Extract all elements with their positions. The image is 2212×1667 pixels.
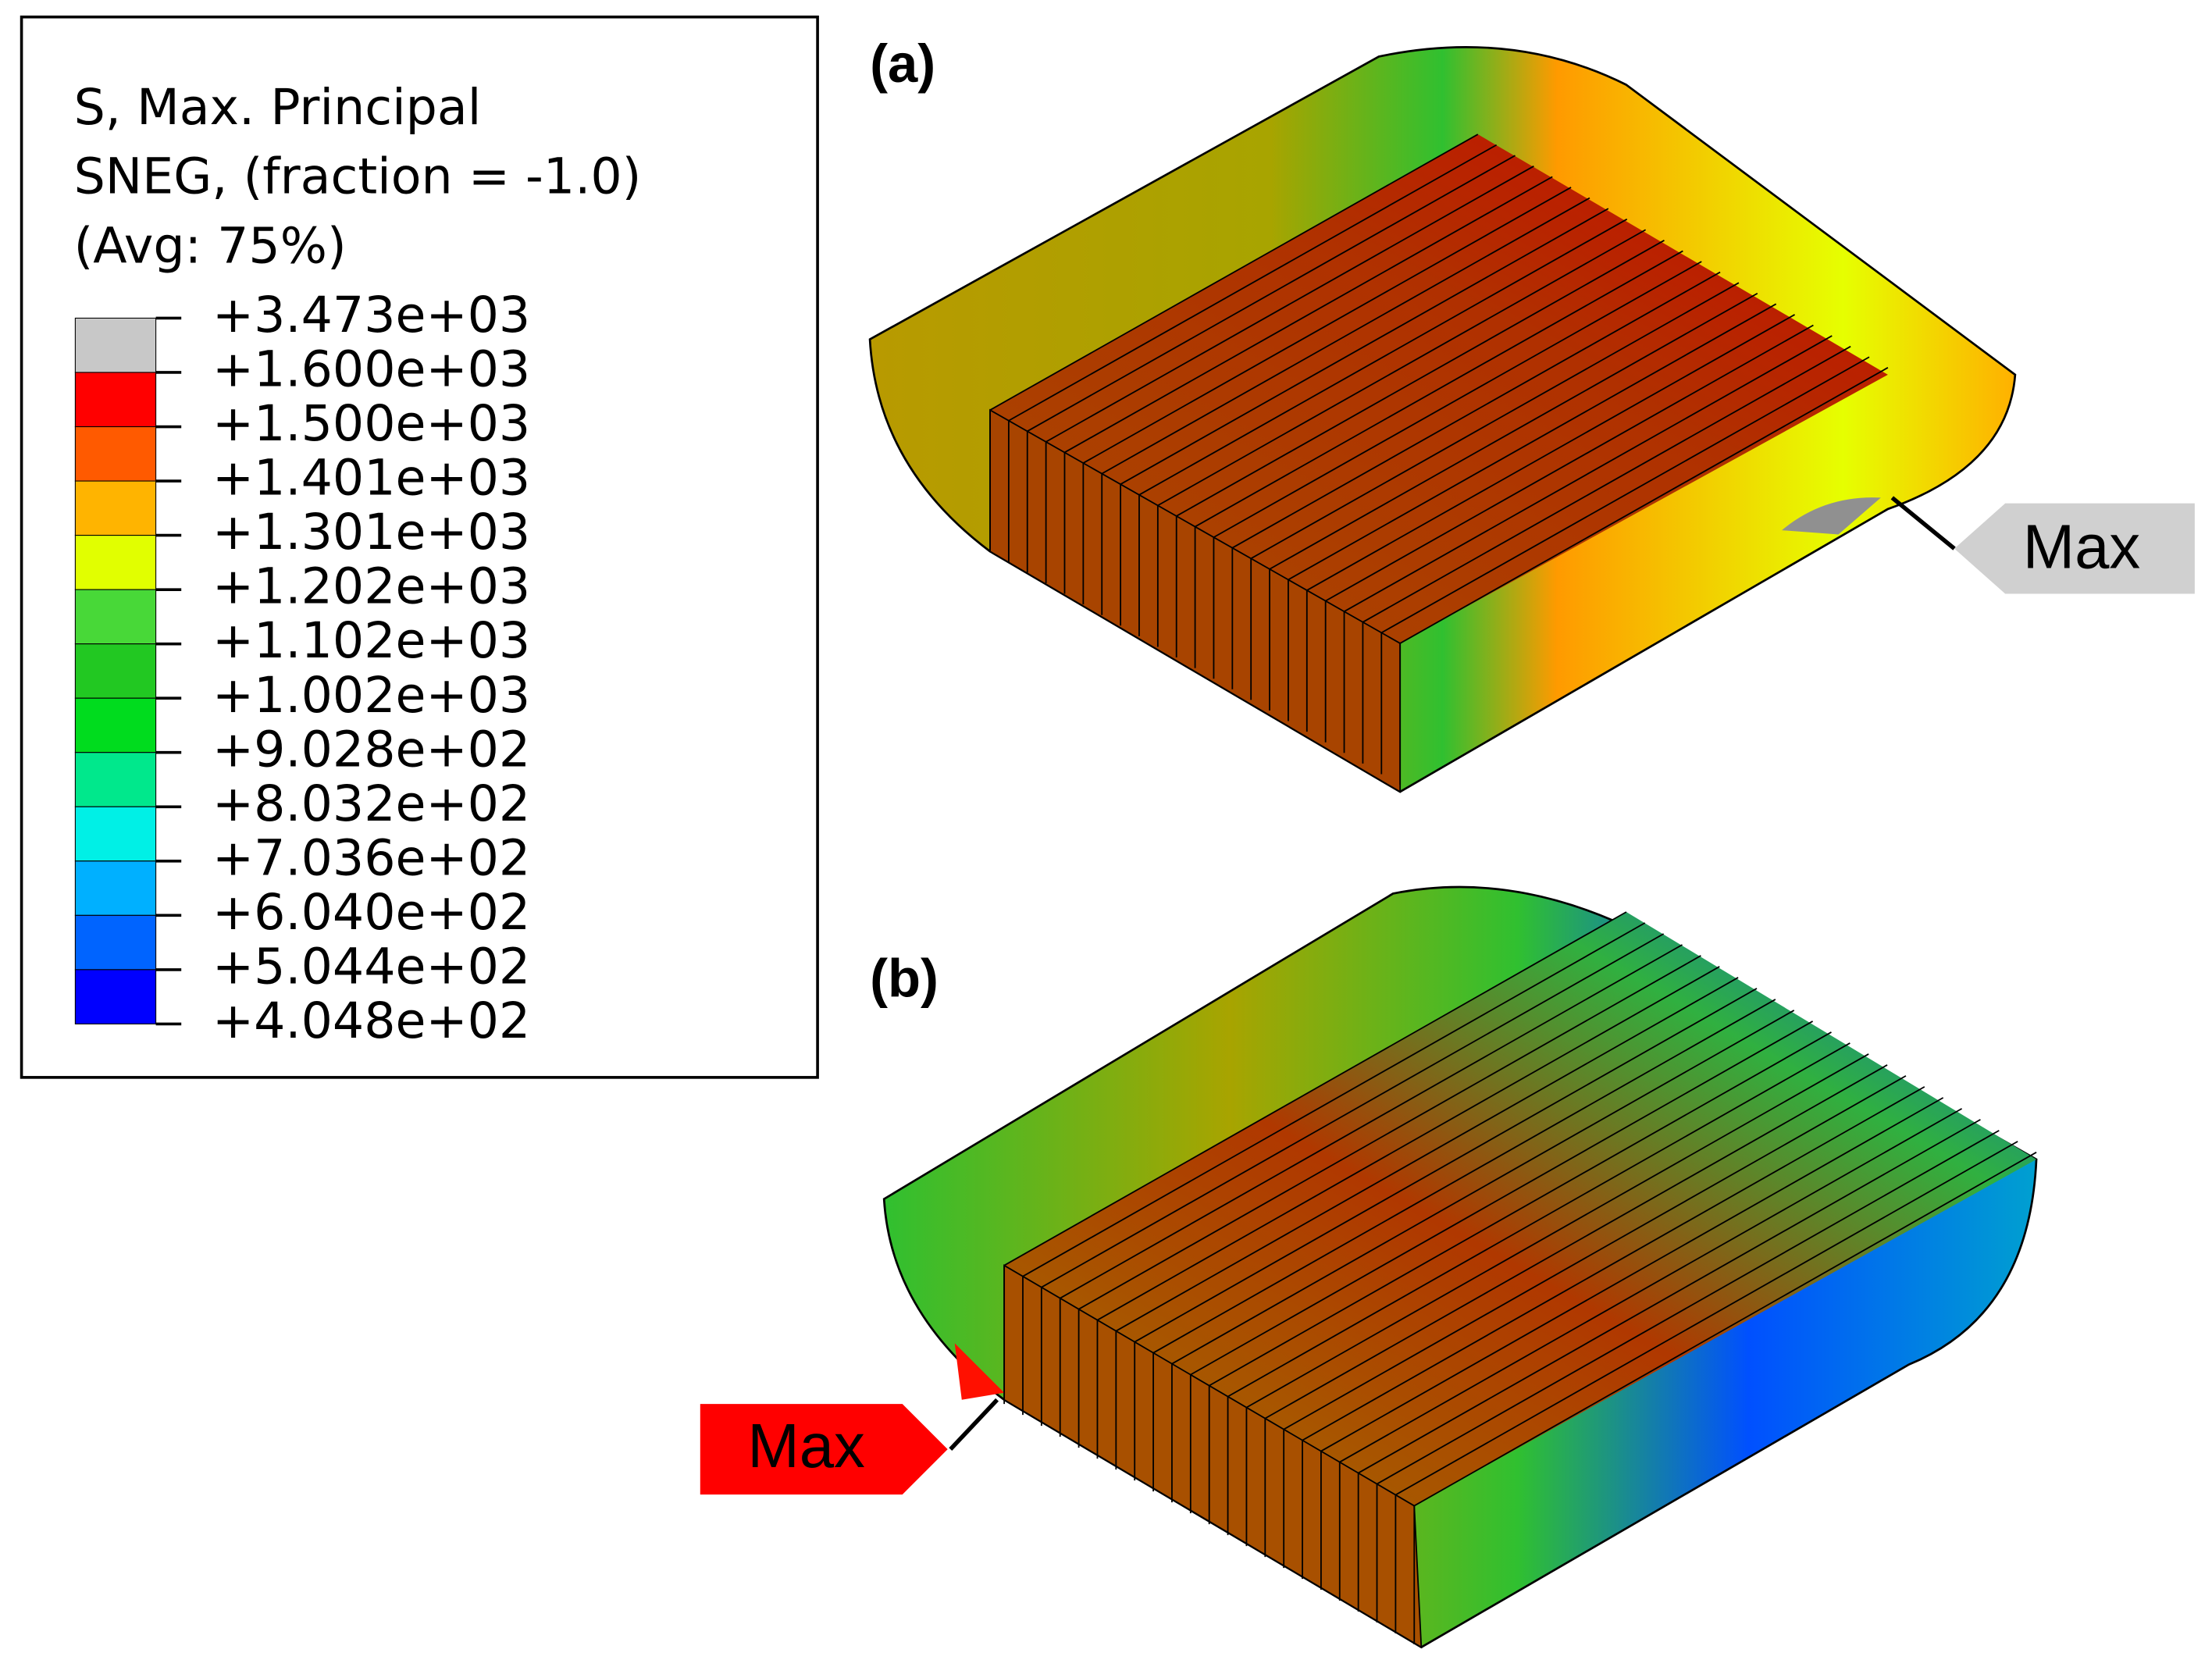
fin-edge — [1344, 335, 1833, 612]
fin-edge — [1138, 218, 1628, 496]
fin-edge — [1115, 977, 1739, 1332]
fin-edge — [1245, 1053, 1869, 1409]
callout-text: Max — [2023, 511, 2140, 581]
fin-edge — [1022, 922, 1646, 1277]
fin-edge — [1302, 1086, 1925, 1441]
fin-edge — [1064, 176, 1553, 454]
fin-edge — [1399, 367, 1889, 644]
callout-text: Max — [747, 1411, 864, 1480]
color-band — [74, 697, 157, 753]
fin-edge — [1190, 1021, 1814, 1376]
legend-level: +9.028e+02 — [212, 720, 530, 778]
fin-edge — [1377, 1130, 2000, 1485]
legend-title: S, Max. Principal — [74, 78, 482, 136]
fin-edge — [1027, 155, 1516, 433]
legend-level: +1.102e+03 — [212, 611, 530, 669]
panel-b — [882, 885, 2038, 1649]
legend: S, Max. Principal SNEG, (fraction = -1.0)… — [74, 78, 642, 1049]
fin-edge — [1339, 1108, 1963, 1463]
fin-edge — [1008, 144, 1498, 422]
legend-level: +4.048e+02 — [212, 992, 530, 1049]
fin-edge — [1082, 187, 1572, 464]
fin-edge — [1097, 966, 1720, 1321]
legend-level: +7.036e+02 — [212, 828, 530, 886]
legend-level: +6.040e+02 — [212, 883, 530, 941]
fin-edge — [1269, 292, 1758, 570]
color-band — [74, 860, 157, 916]
legend-level: +1.401e+03 — [212, 449, 530, 507]
legend-level: +1.301e+03 — [212, 503, 530, 561]
fin-edge — [1320, 1097, 1944, 1452]
panel-label: (a) — [870, 34, 935, 94]
legend-level: +5.044e+02 — [212, 937, 530, 995]
fin-edge — [1078, 955, 1701, 1310]
callout-line — [949, 1398, 999, 1451]
fin-edge — [1195, 250, 1683, 528]
legend-level: +3.473e+03 — [212, 286, 530, 344]
fin-edge — [1176, 240, 1665, 517]
fin-edge — [1283, 1075, 1907, 1430]
callout-box — [700, 1404, 948, 1495]
legend-level: +8.032e+02 — [212, 775, 530, 832]
fin-edge — [1264, 1064, 1888, 1419]
panel-a — [868, 46, 2017, 793]
color-band — [74, 535, 157, 590]
legend-level: +1.202e+03 — [212, 557, 530, 615]
color-band — [74, 317, 157, 373]
color-band — [74, 480, 157, 536]
legend-level: +1.500e+03 — [212, 394, 530, 452]
fin-edge — [1250, 282, 1740, 560]
max-region — [954, 1343, 1005, 1400]
fin-edge — [1231, 271, 1721, 549]
color-band — [74, 589, 157, 645]
legend-title: (Avg: 75%) — [74, 216, 347, 274]
fin-edge — [1134, 988, 1758, 1343]
color-band — [74, 426, 157, 482]
fin-edge — [1041, 933, 1665, 1288]
fin-edge — [1101, 197, 1590, 475]
fin-edge — [1395, 1141, 2018, 1496]
fin-edge — [1306, 314, 1795, 591]
color-band — [74, 806, 157, 862]
fin-edge — [1171, 1010, 1795, 1365]
max-region — [1782, 497, 1881, 535]
legend-level: +1.002e+03 — [212, 666, 530, 724]
fin-edge — [1209, 1031, 1832, 1387]
fin-edge — [1362, 345, 1851, 623]
fin-edge — [1380, 356, 1870, 634]
color-band — [74, 752, 157, 807]
fin-edge — [989, 134, 1479, 411]
fin-edge — [1227, 1042, 1850, 1398]
panel-label: (b) — [870, 949, 939, 1009]
fin-edge — [1325, 324, 1814, 602]
fin-edge — [1152, 999, 1776, 1354]
color-band — [74, 914, 157, 971]
callout-box — [1954, 503, 2195, 594]
legend-title: SNEG, (fraction = -1.0) — [74, 148, 642, 205]
color-band — [74, 969, 157, 1024]
fin-edge — [1045, 165, 1534, 443]
legend-level: +1.600e+03 — [212, 340, 530, 398]
fin-edge — [1120, 208, 1609, 486]
fin-edge — [1358, 1119, 1981, 1474]
fin-edge — [1413, 1152, 2037, 1507]
color-band — [74, 372, 157, 428]
fin-edge — [1288, 303, 1777, 581]
color-band — [74, 643, 157, 699]
fin-edge — [1157, 229, 1647, 507]
callout-line — [1890, 496, 1956, 550]
fin-edge — [1213, 261, 1702, 538]
fin-edge — [1060, 944, 1683, 1299]
fin-edge — [1003, 911, 1627, 1266]
